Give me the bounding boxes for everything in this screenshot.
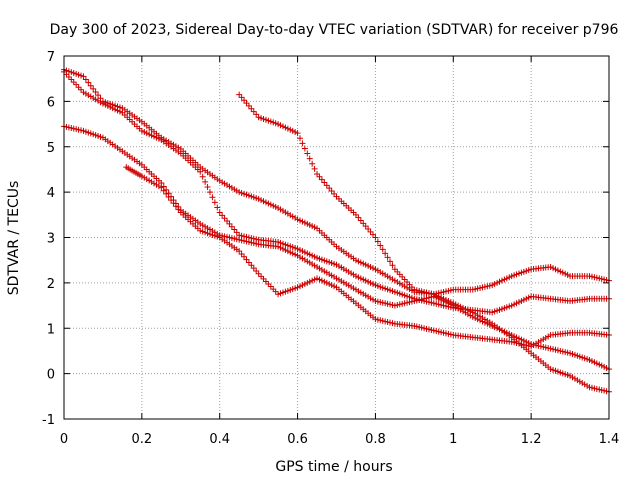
data-layer bbox=[61, 66, 612, 395]
x-axis-label: GPS time / hours bbox=[275, 459, 392, 475]
y-tick-label: 5 bbox=[47, 141, 55, 156]
y-tick-label: 1 bbox=[47, 322, 55, 337]
x-tick-label: 0.2 bbox=[132, 432, 153, 447]
x-tick-label: 0.6 bbox=[287, 432, 308, 447]
chart-title: Day 300 of 2023, Sidereal Day-to-day VTE… bbox=[50, 22, 619, 38]
x-tick-label: 0.4 bbox=[209, 432, 230, 447]
x-tick-label: 0.8 bbox=[365, 432, 386, 447]
y-tick-label: -1 bbox=[42, 413, 55, 428]
y-tick-label: 6 bbox=[47, 95, 55, 110]
series-sat-e bbox=[236, 91, 612, 395]
y-axis-label: SDTVAR / TECUs bbox=[6, 181, 22, 296]
x-tick-label: 0 bbox=[60, 432, 68, 447]
grid bbox=[64, 56, 609, 419]
x-tick-label: 1 bbox=[449, 432, 457, 447]
y-tick-label: 0 bbox=[47, 368, 55, 383]
y-tick-label: 4 bbox=[47, 186, 55, 201]
y-tick-label: 7 bbox=[47, 50, 55, 65]
ticks: 0 0.2 0.4 0.6 0.8 1 1.2 1.4 -1 0 1 2 3 4 5 6 7 bbox=[42, 50, 619, 447]
series-sat-d bbox=[123, 164, 612, 350]
x-tick-label: 1.4 bbox=[599, 432, 620, 447]
y-tick-label: 3 bbox=[47, 232, 55, 247]
y-tick-label: 2 bbox=[47, 277, 55, 292]
x-tick-label: 1.2 bbox=[521, 432, 542, 447]
